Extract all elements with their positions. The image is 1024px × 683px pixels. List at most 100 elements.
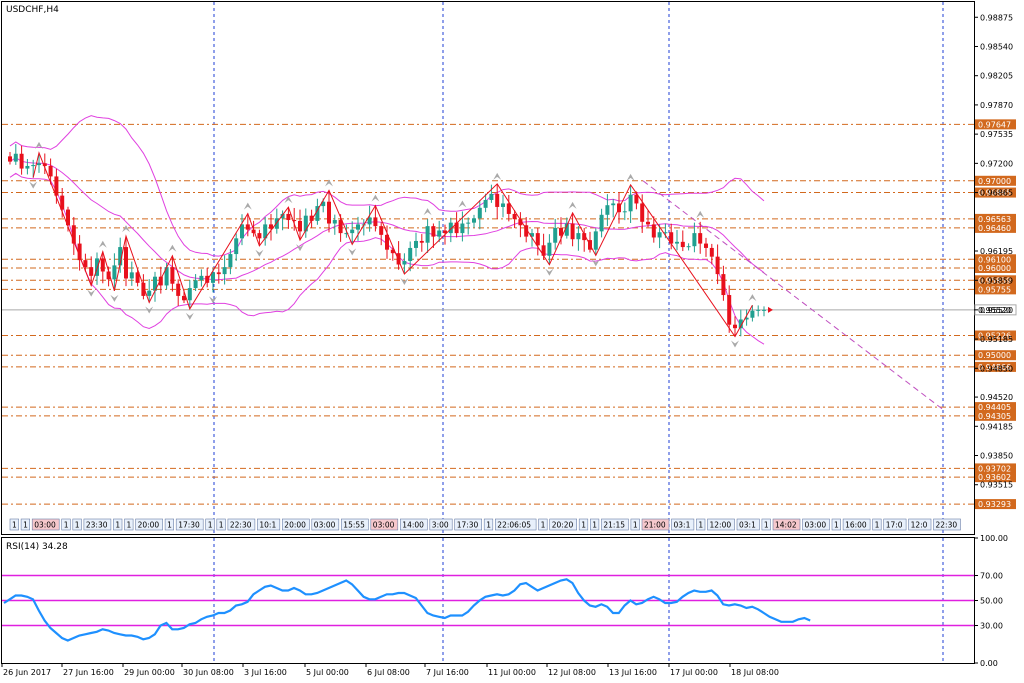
candle-body <box>559 227 563 236</box>
level-tag <box>975 350 1016 361</box>
time-tick-label: 7 Jul 16:00 <box>426 668 469 677</box>
level-tag <box>975 410 1016 421</box>
level-tag <box>975 187 1016 198</box>
candle-body <box>564 223 569 236</box>
fractal-down-arrow <box>296 244 304 252</box>
price-tick-label: 0.95859 <box>980 276 1013 285</box>
session-label: 03:00 <box>373 521 395 530</box>
candle-body <box>593 231 598 250</box>
trend-line <box>642 180 946 412</box>
candle-body <box>263 224 268 239</box>
candle-body <box>419 240 424 243</box>
fractal-up-arrow <box>168 244 177 252</box>
level-tag <box>975 263 1016 273</box>
session-label: 3:00 <box>432 521 449 530</box>
candle-body <box>669 232 674 244</box>
candle-body <box>332 220 337 224</box>
session-label: 12:0 <box>911 521 928 530</box>
session-label: 1 <box>64 521 69 530</box>
bollinger-upper <box>9 115 765 257</box>
session-label: 03:00 <box>34 521 56 530</box>
candle-body <box>495 193 500 207</box>
candle-body <box>640 203 645 222</box>
level-tag-label: 0.95859 <box>978 276 1011 285</box>
session-box <box>831 518 841 531</box>
level-tag-label: 0.94866 <box>978 363 1011 372</box>
level-tag <box>975 119 1016 130</box>
candle-body <box>466 222 471 224</box>
session-label: 16:00 <box>845 521 867 530</box>
session-label: 20:00 <box>138 521 160 530</box>
candle-body <box>646 221 650 225</box>
session-labels: 1 1 03:00 1 1 23:30 1 1 20:00 1 17:30 1 1 22:30 10:1 20… <box>9 518 961 531</box>
candle-body <box>274 218 279 229</box>
session-label: 14:00 <box>402 521 424 530</box>
rsi-title: RSI(14) 34.28 <box>6 542 68 552</box>
candlesticks <box>8 144 766 337</box>
level-tag <box>975 275 1016 286</box>
rsi-tick-label: 50.00 <box>980 597 1003 606</box>
level-tag-label: 0.95226 <box>978 332 1011 341</box>
session-label: 21:15 <box>603 521 625 530</box>
candle-body <box>216 272 221 275</box>
price-tick-label: 0.98540 <box>980 42 1013 51</box>
candle-body <box>251 229 256 234</box>
candle-body <box>663 232 668 234</box>
candle-body <box>512 213 517 220</box>
candle-body <box>396 253 401 265</box>
level-tag <box>975 499 1016 510</box>
session-box <box>31 518 60 531</box>
level-tag <box>975 254 1016 265</box>
fractal-up-arrow <box>35 141 43 149</box>
candle-body <box>257 233 262 239</box>
candle-body <box>454 222 459 234</box>
candle-body <box>106 271 111 280</box>
session-label: 21:00 <box>644 521 666 530</box>
candle-body <box>582 233 587 241</box>
session-label: 1 <box>115 521 120 530</box>
rsi-series-line <box>3 578 811 642</box>
session-box <box>72 518 82 531</box>
candle-body <box>727 295 732 325</box>
level-tag <box>975 402 1016 413</box>
candle-body <box>553 227 558 243</box>
session-label: 1 <box>23 521 28 530</box>
session-box <box>641 518 670 531</box>
session-box <box>257 518 281 531</box>
candle-body <box>228 254 233 268</box>
session-box <box>578 518 589 531</box>
session-label: 20:20 <box>552 521 574 530</box>
current-price-label: 0.95520 <box>978 306 1011 315</box>
session-label: 1 <box>592 521 597 530</box>
time-tick-label: 13 Jul 16:00 <box>609 668 657 677</box>
candle-body <box>402 261 407 265</box>
level-tag-label: 0.97000 <box>978 177 1011 186</box>
candle-body <box>709 247 714 257</box>
fractal-down-arrow <box>400 278 409 286</box>
candle-body <box>692 233 697 247</box>
session-label: 1 <box>541 521 546 530</box>
candle-body <box>628 194 633 212</box>
candle-body <box>193 280 198 289</box>
price-tick-label: 0.98875 <box>980 13 1013 22</box>
session-label: 1 <box>633 521 638 530</box>
candle-body <box>605 205 610 215</box>
fractal-up-arrow <box>243 202 252 210</box>
candle-body <box>153 276 157 291</box>
session-box <box>494 518 537 531</box>
session-box <box>20 518 31 531</box>
candle-body <box>286 213 291 221</box>
session-label: 03:1 <box>739 521 756 530</box>
candle-body <box>60 195 65 210</box>
candle-body <box>158 276 163 286</box>
candle-body <box>100 258 105 272</box>
candle-body <box>112 265 117 280</box>
candle-body <box>460 223 465 234</box>
candle-body <box>501 203 505 207</box>
session-box <box>175 518 204 531</box>
session-label: 1 <box>167 521 172 530</box>
candle-body <box>611 203 616 206</box>
time-tick-label: 18 Jul 08:00 <box>731 668 779 677</box>
session-box <box>370 518 399 531</box>
level-tag-label: 0.95000 <box>978 351 1011 360</box>
